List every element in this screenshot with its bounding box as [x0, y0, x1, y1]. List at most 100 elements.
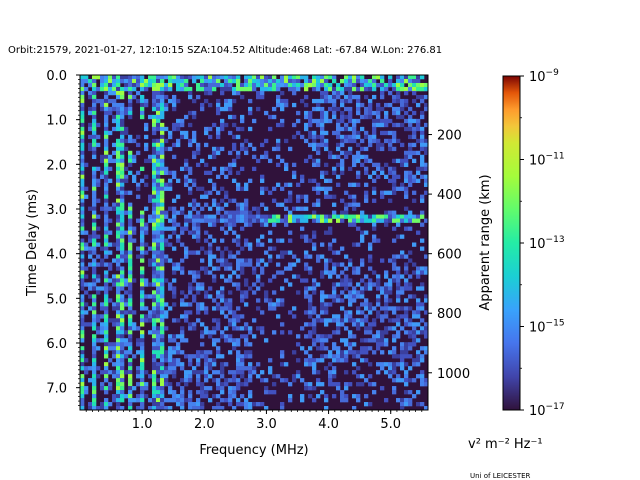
- heatmap-cell: [152, 178, 157, 183]
- heatmap-cell: [332, 86, 337, 92]
- heatmap-cell: [312, 282, 317, 287]
- heatmap-cell: [408, 318, 413, 323]
- heatmap-cell: [220, 90, 225, 96]
- heatmap-cell: [420, 306, 425, 311]
- heatmap-cell: [308, 266, 313, 271]
- heatmap-cell: [276, 218, 281, 223]
- heatmap-cell: [80, 90, 85, 96]
- heatmap-cell: [208, 270, 213, 275]
- heatmap-cell: [288, 382, 293, 387]
- heatmap-cell: [120, 158, 125, 164]
- heatmap-cell: [400, 254, 405, 259]
- heatmap-cell: [192, 278, 197, 283]
- heatmap-cell: [92, 270, 97, 275]
- heatmap-cell: [144, 226, 149, 231]
- heatmap-cell: [156, 318, 161, 323]
- heatmap-cell: [188, 374, 193, 379]
- heatmap-cell: [220, 106, 225, 112]
- heatmap-cell: [232, 394, 237, 399]
- heatmap-cell: [424, 166, 429, 172]
- heatmap-cell: [300, 98, 305, 104]
- heatmap-cell: [96, 318, 101, 323]
- heatmap-cell: [356, 306, 361, 311]
- heatmap-cell: [344, 354, 349, 359]
- heatmap-cell: [112, 306, 117, 311]
- heatmap-cell: [228, 386, 233, 391]
- heatmap-cell: [256, 298, 261, 303]
- heatmap-cell: [88, 234, 93, 239]
- heatmap-cell: [112, 346, 117, 351]
- heatmap-cell: [300, 234, 305, 239]
- heatmap-cell: [180, 362, 185, 367]
- heatmap-cell: [160, 278, 165, 283]
- heatmap-cell: [284, 166, 289, 172]
- heatmap-cell: [196, 234, 201, 239]
- heatmap-cell: [364, 330, 369, 335]
- heatmap-cell: [164, 186, 169, 191]
- heatmap-cell: [392, 98, 397, 104]
- heatmap-cell: [352, 334, 357, 339]
- heatmap-cell: [112, 106, 117, 112]
- heatmap-cell: [152, 318, 157, 323]
- heatmap-cell: [352, 218, 357, 223]
- heatmap-cell: [244, 302, 249, 307]
- heatmap-cell: [120, 318, 125, 323]
- heatmap-cell: [268, 238, 273, 243]
- heatmap-cell: [388, 75, 393, 80]
- heatmap-cell: [336, 130, 341, 136]
- heatmap-cell: [352, 354, 357, 359]
- heatmap-cell: [312, 306, 317, 311]
- heatmap-cell: [276, 98, 281, 104]
- heatmap-cell: [312, 210, 317, 215]
- heatmap-cell: [116, 154, 121, 160]
- heatmap-cell: [364, 378, 369, 383]
- heatmap-cell: [296, 182, 301, 187]
- heatmap-cell: [84, 86, 89, 92]
- heatmap-cell: [324, 110, 329, 116]
- heatmap-cell: [424, 266, 429, 271]
- heatmap-cell: [156, 78, 161, 84]
- heatmap-cell: [264, 214, 269, 219]
- heatmap-cell: [348, 382, 353, 387]
- heatmap-cell: [80, 322, 85, 327]
- heatmap-cell: [96, 314, 101, 319]
- heatmap-cell: [276, 82, 281, 88]
- heatmap-cell: [384, 290, 389, 295]
- heatmap-cell: [120, 282, 125, 287]
- heatmap-cell: [368, 258, 373, 263]
- heatmap-cell: [276, 270, 281, 275]
- heatmap-cell: [324, 190, 329, 195]
- heatmap-cell: [92, 306, 97, 311]
- heatmap-cell: [300, 326, 305, 331]
- heatmap-cell: [156, 90, 161, 96]
- heatmap-cell: [152, 298, 157, 303]
- heatmap-cell: [388, 370, 393, 375]
- heatmap-cell: [156, 146, 161, 152]
- heatmap-cell: [260, 258, 265, 263]
- heatmap-cell: [108, 382, 113, 387]
- heatmap-cell: [324, 270, 329, 275]
- heatmap-cell: [228, 210, 233, 215]
- heatmap-cell: [204, 366, 209, 371]
- heatmap-cell: [80, 226, 85, 231]
- heatmap-cell: [196, 230, 201, 235]
- heatmap-cell: [156, 274, 161, 279]
- heatmap-cell: [324, 338, 329, 343]
- heatmap-cell: [336, 346, 341, 351]
- heatmap-cell: [80, 250, 85, 255]
- heatmap-cell: [336, 106, 341, 112]
- heatmap-cell: [160, 162, 165, 168]
- heatmap-cell: [404, 154, 409, 160]
- heatmap-cell: [224, 86, 229, 92]
- heatmap-cell: [212, 198, 217, 203]
- heatmap-cell: [336, 322, 341, 327]
- heatmap-cell: [160, 290, 165, 295]
- heatmap-cell: [348, 75, 353, 80]
- heatmap-cell: [80, 406, 85, 411]
- heatmap-cell: [124, 370, 129, 375]
- heatmap-cell: [128, 242, 133, 247]
- heatmap-cell: [164, 182, 169, 187]
- heatmap-cell: [164, 166, 169, 172]
- heatmap-cell: [120, 162, 125, 168]
- heatmap-cell: [192, 230, 197, 235]
